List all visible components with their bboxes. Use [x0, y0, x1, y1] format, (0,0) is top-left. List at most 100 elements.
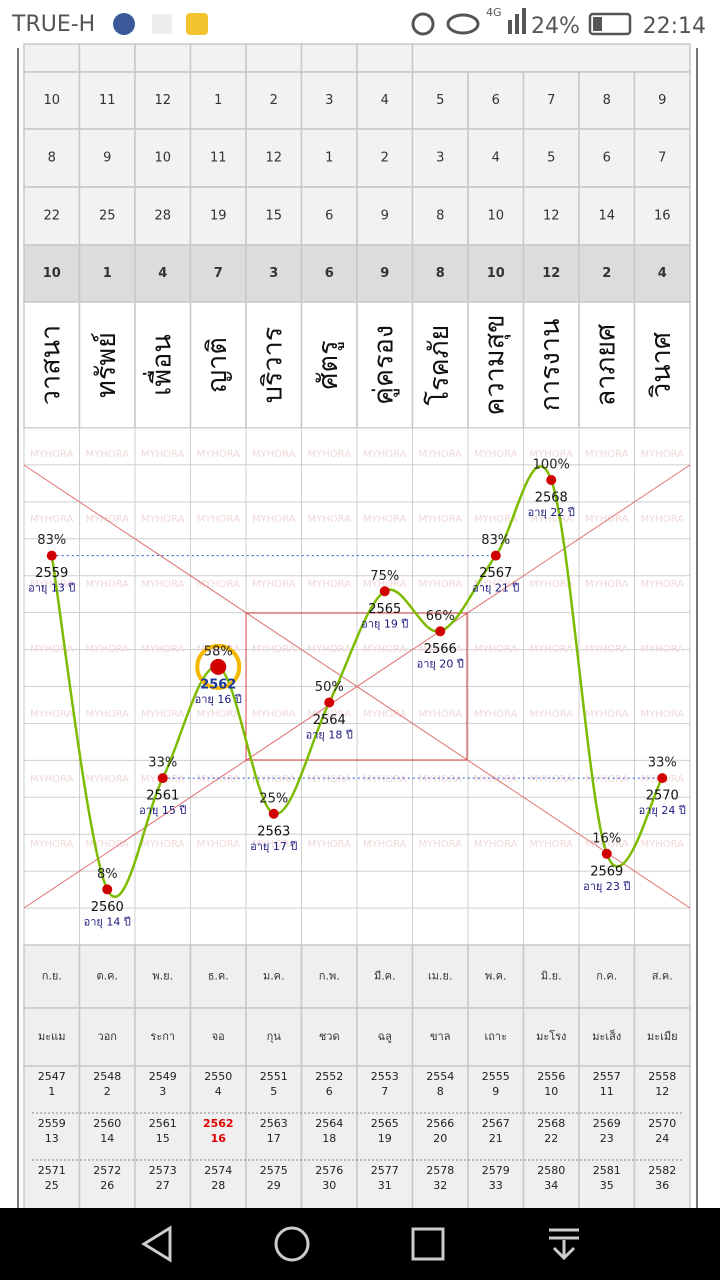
table-cell: [356, 1007, 414, 1067]
year-number: 2554: [426, 1070, 454, 1083]
download-button[interactable]: [549, 1228, 579, 1261]
house-label: ลาภยศ: [590, 324, 621, 406]
table-cell: [467, 244, 525, 303]
watermark: MYHORA: [363, 839, 407, 850]
table-cell: [633, 186, 691, 246]
age-number: 17: [267, 1132, 281, 1145]
year-number: 2560: [93, 1117, 121, 1130]
table-cell: [300, 128, 358, 188]
year-number: 2578: [426, 1164, 454, 1177]
table-cell: [245, 71, 303, 130]
watermark: MYHORA: [363, 579, 407, 590]
point: [379, 586, 390, 597]
age-number: 11: [600, 1085, 614, 1098]
house-label: โรคภัย: [424, 325, 455, 406]
table-value: 19: [210, 209, 227, 224]
watermark: MYHORA: [85, 514, 129, 525]
table-cell: [134, 1007, 192, 1067]
year-number: 2566: [426, 1117, 454, 1130]
table-value: 10: [43, 266, 61, 281]
table-cell: [578, 244, 636, 303]
year-number: 2569: [593, 1117, 621, 1130]
value-label: 100%: [533, 458, 570, 473]
age-number: 1: [48, 1085, 55, 1098]
table-cell: [134, 186, 192, 246]
home-button[interactable]: [274, 1226, 310, 1262]
year-number: 2565: [371, 1117, 399, 1130]
watermark: MYHORA: [529, 644, 573, 655]
year-number: 2550: [204, 1070, 232, 1083]
watermark: MYHORA: [196, 449, 240, 460]
watermark: MYHORA: [196, 839, 240, 850]
back-button[interactable]: [141, 1225, 172, 1263]
table-cell: [300, 1065, 358, 1217]
watermark: MYHORA: [307, 774, 351, 785]
table-value: 1: [103, 266, 112, 281]
table-cell: [578, 1007, 636, 1067]
table-cell: [300, 186, 358, 246]
table-value: 4: [158, 266, 167, 281]
clock: 22:14: [643, 14, 706, 39]
watermark: MYHORA: [474, 774, 518, 785]
point: [210, 658, 227, 675]
zodiac-label: จอ: [212, 1030, 225, 1043]
zodiac-label: มะแม: [38, 1030, 66, 1043]
table-value: 22: [43, 209, 60, 224]
watermark: MYHORA: [474, 839, 518, 850]
watermark: MYHORA: [30, 774, 74, 785]
watermark: MYHORA: [418, 839, 462, 850]
age-label: อายุ 20 ปี: [417, 657, 464, 670]
signal-icon: [515, 14, 519, 34]
line: [50, 465, 664, 899]
watermark: MYHORA: [474, 449, 518, 460]
watermark: MYHORA: [585, 774, 629, 785]
center-box: [245, 612, 468, 761]
recent-button[interactable]: [411, 1227, 445, 1261]
age-label: อายุ 24 ปี: [639, 804, 686, 817]
year-label: 2562: [200, 677, 236, 692]
table-value: 10: [487, 209, 504, 224]
age-number: 14: [100, 1132, 114, 1145]
house-label: บริวาร: [257, 327, 288, 403]
age-number: 18: [322, 1132, 336, 1145]
age-number: 16: [211, 1132, 227, 1145]
point: [435, 626, 446, 637]
year-number: 2564: [315, 1117, 343, 1130]
value-label: 50%: [315, 680, 344, 695]
table-value: 9: [380, 266, 389, 281]
house-label: ทรัพย์: [90, 332, 122, 398]
watermark: MYHORA: [85, 579, 129, 590]
watermark: MYHORA: [418, 774, 462, 785]
table-cell: [245, 128, 303, 188]
year-number: 2556: [537, 1070, 565, 1083]
value-label: 83%: [37, 533, 66, 548]
watermark: MYHORA: [196, 644, 240, 655]
battery-text: 24%: [531, 14, 580, 39]
nav-bar: [0, 1208, 720, 1280]
table-cell: [633, 128, 691, 188]
watermark: MYHORA: [363, 449, 407, 460]
watermark: MYHORA: [85, 709, 129, 720]
table-value: 15: [265, 209, 282, 224]
watermark: MYHORA: [30, 579, 74, 590]
zodiac-label: กุน: [267, 1030, 282, 1043]
value-label: 83%: [481, 533, 510, 548]
watermark: MYHORA: [252, 709, 296, 720]
months-label: มิ.ย.: [541, 970, 562, 983]
table-cell: [356, 43, 414, 73]
watermark: MYHORA: [307, 579, 351, 590]
age-number: 35: [600, 1179, 614, 1192]
watermark: MYHORA: [30, 644, 74, 655]
age-number: 19: [378, 1132, 392, 1145]
watermark: MYHORA: [85, 774, 129, 785]
point: [268, 808, 279, 819]
year-label: 2569: [590, 864, 623, 879]
age-number: 5: [270, 1085, 277, 1098]
watermark: MYHORA: [141, 579, 185, 590]
table-cell: [356, 186, 414, 246]
point: [102, 884, 113, 895]
age-label: อายุ 14 ปี: [84, 915, 131, 928]
watermark: MYHORA: [640, 709, 684, 720]
age-number: 34: [544, 1179, 558, 1192]
